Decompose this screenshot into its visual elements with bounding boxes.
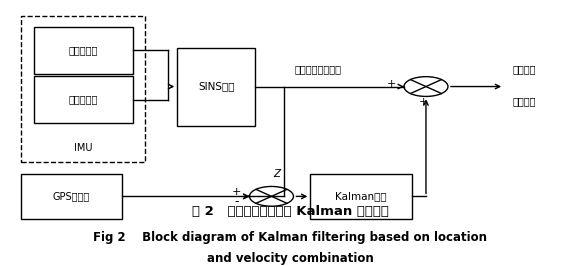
Bar [310,174,411,219]
Bar [177,48,255,126]
Text: 图 2   基于位置速度组合 Kalman 滤波框图: 图 2 基于位置速度组合 Kalman 滤波框图 [191,205,389,218]
Text: Kalman滤波: Kalman滤波 [335,192,387,201]
Bar [34,76,133,123]
Text: 组合导航: 组合导航 [513,65,536,75]
Text: GPS接收机: GPS接收机 [53,192,90,201]
Text: -: - [234,195,239,208]
Bar [34,27,133,73]
Text: and velocity combination: and velocity combination [206,252,374,265]
Text: 位置、速度、姿态: 位置、速度、姿态 [295,65,342,75]
Text: +: + [386,79,396,89]
Text: Z: Z [274,169,281,179]
Text: +: + [232,188,241,197]
Text: Fig 2    Block diagram of Kalman filtering based on location: Fig 2 Block diagram of Kalman filtering … [93,231,487,244]
Text: IMU: IMU [74,143,92,153]
Text: 参数输出: 参数输出 [513,96,536,106]
Text: SINS解算: SINS解算 [198,82,234,92]
Bar [21,16,146,162]
Text: 三轴加速度: 三轴加速度 [68,45,98,55]
Text: 三轴陀螺仪: 三轴陀螺仪 [68,94,98,105]
Bar [21,174,122,219]
Text: +: + [418,97,428,107]
